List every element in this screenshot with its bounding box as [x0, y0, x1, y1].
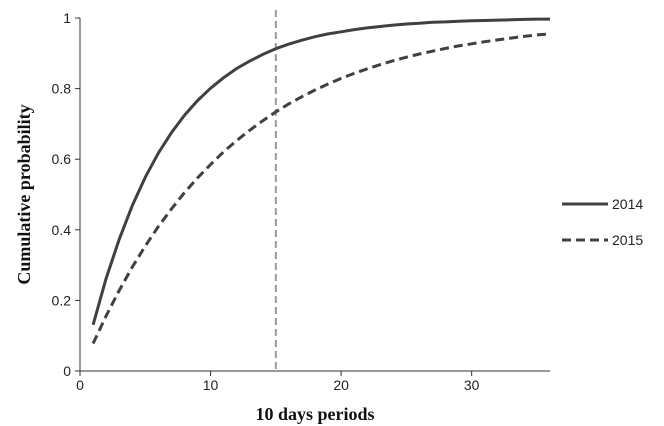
y-tick-label: 0.6 [52, 151, 72, 167]
series-line-2015 [91, 32, 551, 345]
series-layer [91, 17, 551, 345]
y-axis-title: Cumulative probability [14, 104, 34, 284]
x-tick-label: 10 [203, 377, 219, 393]
x-tick-label: 30 [464, 377, 480, 393]
plot-area: 0 10 20 30 0 0.2 0.4 0.6 0.8 1 [52, 10, 551, 393]
series-line-2014 [91, 17, 550, 326]
x-tick-label: 20 [333, 377, 349, 393]
x-axis-title: 10 days periods [255, 404, 374, 424]
y-ticks: 0 0.2 0.4 0.6 0.8 1 [52, 10, 80, 379]
y-tick-label: 0.8 [52, 81, 72, 97]
legend-label-2014: 2014 [612, 196, 643, 212]
y-tick-label: 0.2 [52, 292, 72, 308]
legend: 2014 2015 [562, 196, 643, 248]
y-tick-label: 0.4 [52, 222, 72, 238]
y-tick-label: 0 [63, 363, 71, 379]
x-ticks: 0 10 20 30 [76, 371, 480, 393]
x-tick-label: 0 [76, 377, 84, 393]
y-tick-label: 1 [63, 10, 71, 26]
legend-label-2015: 2015 [612, 232, 643, 248]
